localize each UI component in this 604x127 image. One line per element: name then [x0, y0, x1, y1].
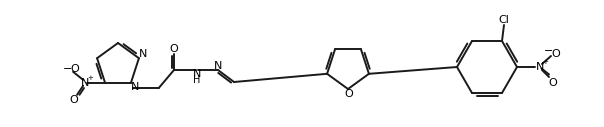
Text: N: N — [130, 82, 139, 92]
Text: O: O — [345, 89, 353, 99]
Text: N: N — [139, 49, 147, 59]
Text: H: H — [193, 75, 201, 85]
Text: N: N — [536, 62, 544, 72]
Text: N: N — [81, 78, 89, 88]
Text: −: − — [544, 46, 554, 56]
Text: O: O — [551, 49, 561, 59]
Text: O: O — [71, 64, 80, 74]
Text: Cl: Cl — [498, 15, 509, 25]
Text: O: O — [548, 78, 557, 88]
Text: N: N — [193, 69, 201, 79]
Text: +: + — [87, 75, 93, 81]
Text: O: O — [69, 95, 79, 105]
Text: +: + — [542, 59, 548, 65]
Text: N: N — [214, 61, 222, 71]
Text: O: O — [170, 44, 178, 54]
Text: −: − — [62, 64, 72, 74]
